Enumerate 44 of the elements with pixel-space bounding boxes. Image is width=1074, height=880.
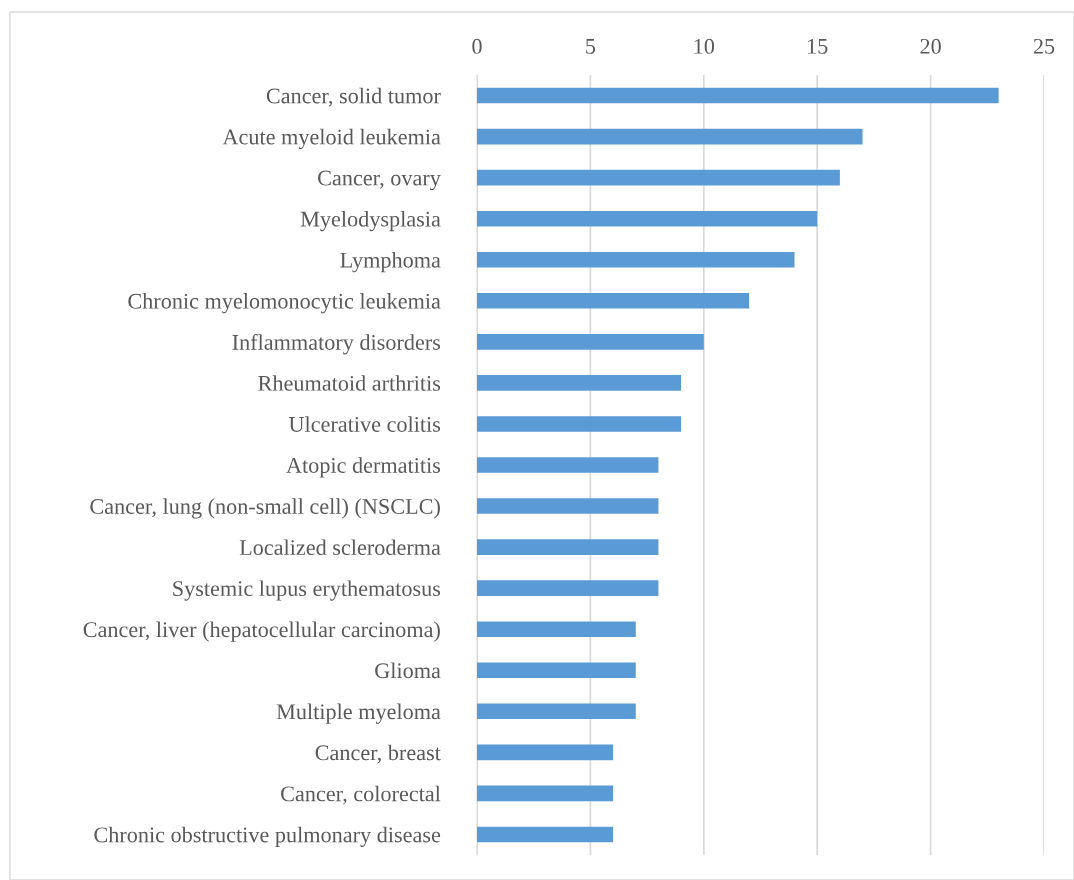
bar — [477, 539, 659, 555]
x-tick-label: 5 — [586, 39, 596, 54]
x-tick-label: 15 — [808, 38, 828, 54]
bar — [477, 703, 636, 720]
y-tick-label: Chronic myelomonocytic leukemia — [128, 293, 441, 314]
y-tick-label: Acute myeloid leukemia — [222, 128, 441, 150]
y-tick-label: Lymphoma — [340, 252, 441, 273]
bar — [477, 744, 614, 761]
bar — [477, 785, 614, 802]
bar — [477, 128, 863, 145]
y-tick-label: Chronic obstructive pulmonary disease — [94, 826, 441, 847]
y-tick-label: Atopic dermatitis — [286, 457, 441, 478]
y-tick-label: Cancer, breast — [315, 744, 441, 764]
y-tick-label: Cancer, lung (non-small cell) (NSCLC) — [90, 498, 440, 519]
y-tick-label: Multiple myeloma — [276, 703, 441, 724]
bar — [477, 621, 636, 638]
y-tick-label: Systemic lupus erythematosus — [173, 580, 441, 601]
y-tick-label: Inflammatory disorders — [232, 334, 441, 355]
x-tick-label: 25 — [1033, 38, 1055, 54]
y-tick-label: Cancer, liver (hepatocellular carcinoma) — [83, 621, 440, 642]
bar — [477, 580, 659, 596]
bar — [477, 498, 659, 514]
bar — [477, 210, 818, 227]
bar — [477, 169, 840, 186]
bar — [477, 457, 659, 473]
y-tick-label: Rheumatoid arthritis — [258, 375, 441, 391]
bar — [477, 87, 999, 104]
bar — [477, 826, 614, 843]
bar — [477, 416, 682, 432]
bar — [477, 251, 795, 268]
y-tick-label: Localized scleroderma — [239, 539, 441, 556]
y-tick-label: Myelodysplasia — [300, 210, 441, 232]
x-tick-label: 0 — [472, 38, 482, 54]
x-tick-label: 20 — [920, 38, 941, 54]
y-tick-label: Ulcerative colitis — [288, 416, 441, 432]
bar — [477, 292, 750, 309]
x-tick-label: 10 — [694, 38, 715, 54]
y-tick-label: Glioma — [375, 662, 441, 679]
bar — [477, 375, 682, 391]
y-tick-label: Cancer, ovary — [318, 170, 441, 191]
y-tick-label: Cancer, solid tumor — [266, 87, 441, 107]
bar — [477, 334, 704, 350]
bar — [477, 662, 636, 679]
y-tick-label: Cancer, colorectal — [281, 785, 441, 805]
